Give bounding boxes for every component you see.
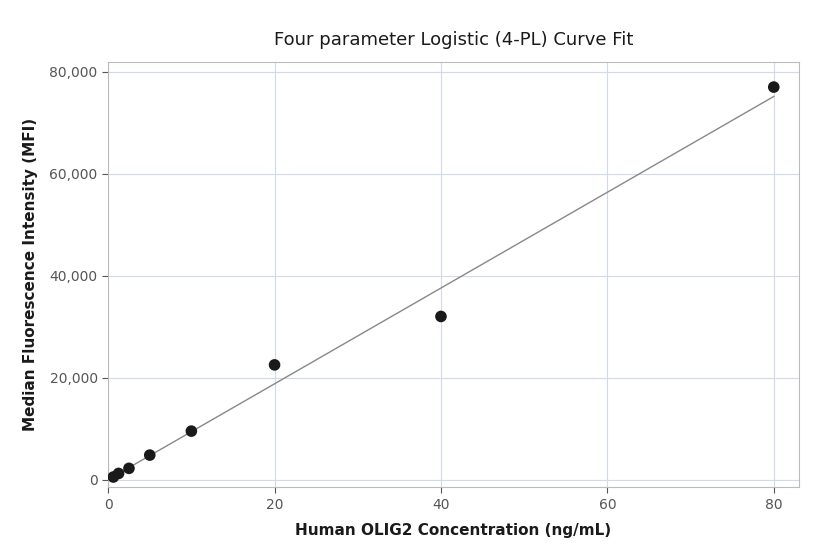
Point (268, 361, 281, 370)
Point (767, 83, 780, 92)
Point (122, 464, 136, 473)
X-axis label: Human OLIG2 Concentration (ng/mL): Human OLIG2 Concentration (ng/mL) (295, 522, 612, 538)
Point (143, 451, 156, 460)
Y-axis label: Median Fluorescence Intensity (MFI): Median Fluorescence Intensity (MFI) (23, 118, 38, 431)
Point (111, 469, 126, 478)
Point (106, 473, 120, 482)
Title: Four parameter Logistic (4-PL) Curve Fit: Four parameter Logistic (4-PL) Curve Fit (274, 31, 633, 49)
Point (185, 427, 198, 436)
Point (434, 312, 448, 321)
